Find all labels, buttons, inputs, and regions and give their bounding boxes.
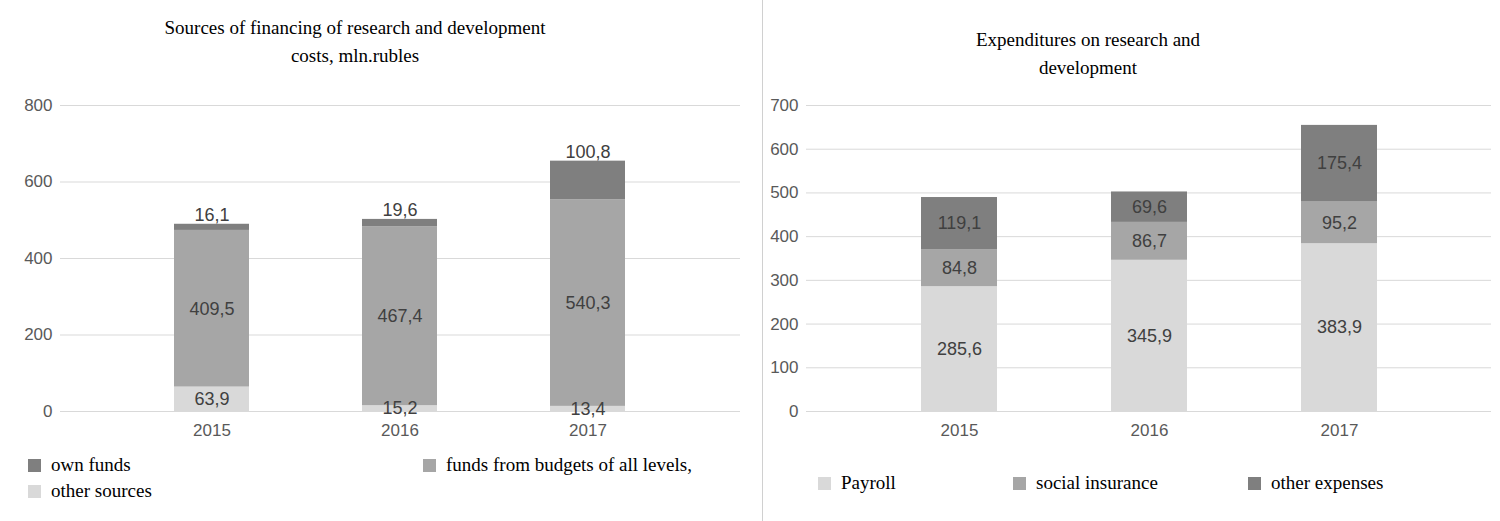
html-text:own funds: own funds [51,454,131,475]
svg-text:16,1: 16,1 [194,205,229,225]
svg-text:100,8: 100,8 [565,142,610,162]
svg-text:84,8: 84,8 [942,258,977,278]
svg-text:69,6: 69,6 [1132,197,1167,217]
svg-text:13,4: 13,4 [570,399,605,419]
svg-text:175,4: 175,4 [1317,153,1362,173]
svg-text:400: 400 [770,227,798,246]
svg-text:345,9: 345,9 [1127,326,1172,346]
html-text:Expenditures on research and d: Expenditures on research and development [975,29,1201,78]
html-text:other expenses: other expenses [1271,472,1384,493]
svg-text:700: 700 [770,96,798,115]
svg-text:2017: 2017 [1321,421,1359,440]
svg-text:300: 300 [770,271,798,290]
svg-text:0: 0 [43,402,52,421]
svg-text:500: 500 [770,183,798,202]
svg-text:2016: 2016 [381,421,419,440]
svg-text:2015: 2015 [193,421,231,440]
svg-text:119,1: 119,1 [938,213,982,233]
svg-text:383,9: 383,9 [1317,317,1362,337]
svg-text:2015: 2015 [941,421,979,440]
svg-text:540,3: 540,3 [565,293,610,313]
svg-text:0: 0 [789,402,798,421]
svg-text:200: 200 [24,325,52,344]
html-text:funds from budgets of all leve: funds from budgets of all levels, [446,454,692,475]
html-text:Sources of financing of resear: Sources of financing of research and dev… [164,17,546,66]
svg-text:285,6: 285,6 [937,339,982,359]
html-text:Payroll: Payroll [841,472,896,493]
svg-text:19,6: 19,6 [382,200,417,220]
svg-text:95,2: 95,2 [1322,213,1357,233]
svg-text:600: 600 [770,140,798,159]
svg-text:467,4: 467,4 [377,306,422,326]
svg-text:15,2: 15,2 [382,398,417,418]
svg-text:100: 100 [770,358,798,377]
svg-text:63,9: 63,9 [194,389,229,409]
svg-text:600: 600 [24,172,52,191]
svg-text:2016: 2016 [1131,421,1169,440]
html-text:other sources: other sources [51,480,152,501]
svg-text:800: 800 [24,96,52,115]
svg-text:409,5: 409,5 [189,299,234,319]
html-text:social insurance: social insurance [1036,472,1158,493]
svg-text:400: 400 [24,249,52,268]
svg-text:86,7: 86,7 [1132,231,1167,251]
svg-text:2017: 2017 [569,421,607,440]
svg-text:200: 200 [770,315,798,334]
